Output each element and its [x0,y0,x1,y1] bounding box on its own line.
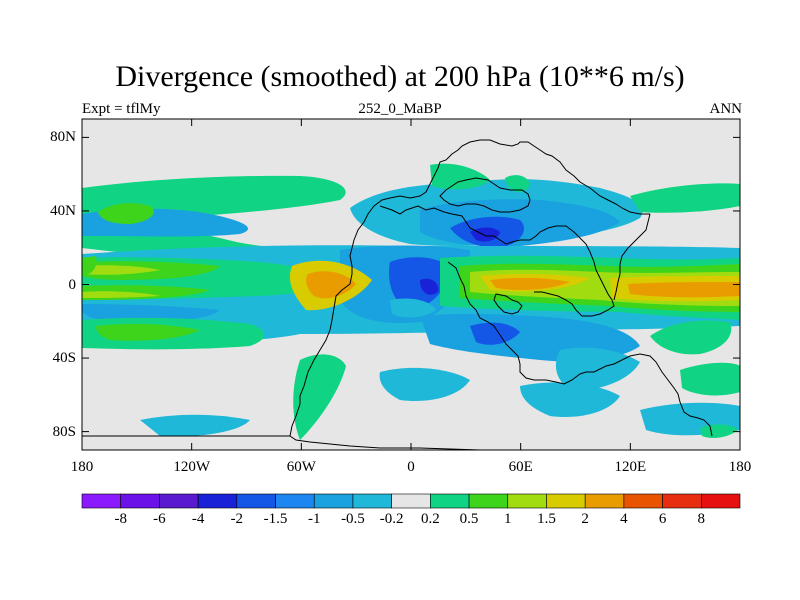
rift-outline [493,293,523,315]
experiment-label: Expt = tflMy [82,101,161,117]
run-label: 252_0_MaBP [358,101,442,117]
contour-band-green [430,163,490,190]
contour-band-yellow [82,265,160,275]
colorbar-label: 6 [658,511,667,527]
colorbar-swatch-15 [662,493,702,509]
colorbar-label: -8 [114,511,127,527]
colorbar-label: 0.5 [459,511,479,527]
colorbar-label: 1 [504,511,512,527]
contour-band-blue [140,414,250,437]
colorbar-label: -0.2 [379,511,404,527]
contour-band-blue [470,322,520,345]
lon-ticks [81,119,741,450]
lon-tick-label: 180 [70,459,94,475]
colorbar-swatch-2 [159,493,199,509]
colorbar-label: -1 [307,511,321,527]
contour-band-blue [520,382,620,418]
contour-band-green [680,362,740,396]
contour-band-blue [379,367,470,402]
continent-outlines [82,139,713,450]
colorbar-label: 1.5 [537,511,556,527]
south-coast-outline [289,435,481,450]
colorbar-label: -0.5 [341,511,365,527]
season-label: ANN [709,101,743,117]
lat-ticks [82,136,740,433]
colorbar-label: 4 [620,511,628,527]
colorbar-swatch-1 [120,493,160,509]
colorbar-swatch-3 [197,493,238,509]
contour-band-blue [82,304,220,323]
tethys-outline [447,261,713,437]
contour-band-green [96,323,200,341]
lat-tick-label: 40N [50,202,76,219]
eurasia-east-outline [613,213,651,301]
contour-band-green [700,424,738,438]
lat-tick-label: 80N [50,129,76,146]
lat-tick-label: 40S [52,350,76,367]
lon-tick-label: 60W [286,459,316,475]
colorbar-swatch-6 [313,493,354,509]
contour-band-blue [388,257,450,310]
colorbar-swatch-8 [391,493,431,509]
colorbar-swatch-4 [236,493,276,509]
plot-area [81,118,741,451]
colorbar-label: 2 [581,511,589,527]
pangaea-north-outline [82,139,650,437]
chart-title: Divergence (smoothed) at 200 hPa (10**6 … [115,60,685,93]
contour-band-yellow [82,291,160,298]
colorbar-label: -2 [230,511,244,527]
inner-sea-outline [439,177,531,213]
contour-band-green [630,183,740,213]
contour-band-blue [420,278,439,295]
lon-tick-label: 120W [173,459,210,475]
contour-band-green [505,175,530,193]
colorbar-swatch-11 [507,493,547,509]
lat-tick-label: 0 [68,276,77,293]
colorbar-swatch-13 [584,493,625,509]
colorbar-swatch-12 [546,493,586,509]
colorbar-swatch-14 [623,493,663,509]
contour-band-orange [490,277,570,290]
colorbar-swatch-10 [468,493,509,509]
contour-band-orange [628,282,740,298]
colorbar-swatch-7 [352,493,392,509]
colorbar-label: 0.2 [420,511,440,527]
contour-band-orange [306,271,356,299]
contour-band-blue [470,227,500,242]
colorbar-swatch-5 [275,493,315,509]
pangaea-south-outline [379,205,615,317]
contour-band-blue [555,347,640,391]
contour-band-green [650,320,732,355]
colorbar-label: 8 [697,511,706,527]
lon-tick-label: 0 [407,459,415,475]
colorbar [81,493,741,509]
colorbar-swatch-0 [81,493,122,509]
contour-band-green [98,203,154,224]
colorbar-label: -4 [191,511,205,527]
contour-band-blue [390,298,436,318]
divergence-field [82,139,740,450]
colorbar-swatch-16 [700,493,741,509]
colorbar-label: -6 [153,511,166,527]
colorbar-swatch-9 [430,493,470,509]
contour-band-green [82,256,97,276]
lon-tick-label: 60E [508,459,533,475]
lon-tick-label: 180 [728,459,752,475]
colorbar-label: -1.5 [263,511,288,527]
lon-tick-label: 120E [614,459,647,475]
lat-tick-label: 80S [52,423,76,440]
